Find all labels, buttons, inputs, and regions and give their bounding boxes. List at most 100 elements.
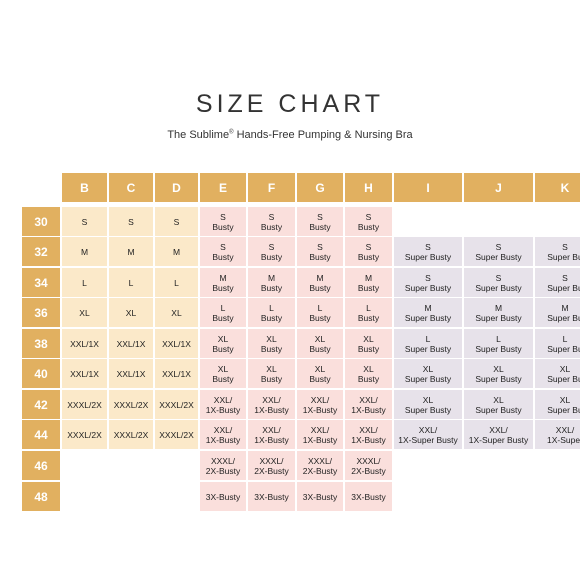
fit-label: Super Bu — [547, 312, 580, 323]
size-cell: XXXL/2X-Busty — [200, 451, 246, 480]
size-label: L — [317, 302, 323, 313]
size-cell: M Super Busty — [394, 298, 462, 327]
size-label: M — [80, 246, 89, 257]
size-label: L — [269, 302, 274, 313]
size-cell: XXL/1X — [109, 329, 153, 358]
size-cell: L Busty — [200, 298, 246, 327]
fit-label: Busty — [212, 282, 234, 293]
row-header-40: 40 — [22, 359, 60, 388]
fit-label: Busty — [260, 373, 283, 384]
size-cell: L Busty — [248, 298, 295, 327]
fit-label: Busty — [212, 251, 234, 262]
size-label: S — [562, 272, 568, 283]
fit-label: Busty — [212, 343, 234, 354]
size-cell: L Super Bu — [535, 329, 580, 358]
fit-label: Busty — [309, 312, 331, 323]
fit-label: 1X-Busty — [205, 434, 241, 445]
size-label: XXL/ — [310, 424, 330, 435]
fit-label: Busty — [260, 343, 283, 354]
size-label: M — [172, 246, 181, 257]
size-label: XL — [422, 363, 434, 374]
size-label: S — [365, 211, 372, 222]
size-label: XXL/ — [213, 394, 233, 405]
fit-label: 1X-Busty — [351, 434, 386, 445]
size-label: 3X-Busty — [205, 491, 241, 502]
size-cell: S Busty — [200, 207, 246, 236]
size-cell: S Super Busty — [394, 237, 462, 266]
size-cell: XXL/1X-Busty — [248, 420, 295, 449]
size-cell: XXL/1X — [109, 359, 153, 388]
size-label: XXXL/ — [307, 455, 333, 466]
size-cell: 3X-Busty — [345, 482, 392, 511]
size-cell: XXL/1X-Super Busty — [464, 420, 533, 449]
size-label: 3X-Busty — [351, 491, 386, 502]
fit-label: Super Busty — [475, 282, 522, 293]
fit-label: Busty — [357, 221, 380, 232]
column-header-e: E — [200, 173, 246, 202]
size-label: XXL/ — [213, 424, 233, 435]
size-cell: S Busty — [297, 207, 343, 236]
fit-label: Busty — [260, 251, 283, 262]
fit-label: Super Bu — [547, 404, 580, 415]
fit-label: Busty — [309, 343, 331, 354]
fit-label: Busty — [212, 221, 234, 232]
fit-label: 2X-Busty — [254, 465, 289, 476]
size-label: XXL/1X — [70, 338, 99, 349]
row-header-46: 46 — [22, 451, 60, 480]
size-label: XXL/ — [262, 394, 281, 405]
fit-label: 1X-Busty — [302, 404, 338, 415]
size-cell: L Busty — [297, 298, 343, 327]
size-label: XXXL/ — [210, 455, 236, 466]
size-label: XXL/ — [359, 424, 378, 435]
fit-label: 1X-Busty — [254, 404, 289, 415]
size-cell: S Super Bu — [535, 268, 580, 297]
size-label: S — [173, 216, 180, 227]
fit-label: Busty — [357, 373, 380, 384]
size-cell: XXL/1X-Super Busty — [394, 420, 462, 449]
size-cell: M Busty — [297, 268, 343, 297]
size-label: XXXL/2X — [113, 399, 149, 410]
fit-label: Busty — [357, 251, 380, 262]
fit-label: Busty — [357, 343, 380, 354]
size-label: XL — [266, 363, 277, 374]
size-cell: S Super Busty — [464, 237, 533, 266]
fit-label: Busty — [357, 282, 380, 293]
size-label: XXL/ — [489, 424, 508, 435]
fit-label: 1X-Busty — [351, 404, 386, 415]
size-cell: XL Super Busty — [394, 359, 462, 388]
column-header-c: C — [109, 173, 153, 202]
column-header-f: F — [248, 173, 295, 202]
size-cell: M Super Bu — [535, 298, 580, 327]
subtitle-brand: The Sublime — [167, 129, 230, 141]
size-cell: S — [109, 207, 153, 236]
size-label: XL — [363, 363, 374, 374]
row-header-42: 42 — [22, 390, 60, 419]
size-label: S — [81, 216, 88, 227]
size-cell: M — [62, 237, 107, 266]
size-cell: S Busty — [345, 237, 392, 266]
size-cell: S Busty — [297, 237, 343, 266]
size-cell: XL Super Busty — [464, 359, 533, 388]
size-label: L — [496, 333, 501, 344]
column-header-b: B — [62, 173, 107, 202]
fit-label: Busty — [260, 312, 283, 323]
fit-label: 1X-Busty — [254, 434, 289, 445]
size-label: S — [495, 272, 502, 283]
size-cell: XXXL/2X-Busty — [297, 451, 343, 480]
size-label: S — [268, 241, 275, 252]
fit-label: 1X-Super Busty — [468, 434, 529, 445]
size-label: XXL/ — [555, 424, 575, 435]
size-cell: XL Busty — [297, 329, 343, 358]
product-subtitle: The Sublime® Hands-Free Pumping & Nursin… — [0, 129, 580, 141]
size-label: S — [562, 241, 568, 252]
size-cell: XL — [109, 298, 153, 327]
size-cell: XXL/1X-Busty — [200, 390, 246, 419]
size-cell: M Super Busty — [464, 298, 533, 327]
fit-label: 1X-Busty — [302, 434, 338, 445]
size-label: XL — [559, 363, 571, 374]
size-cell: L — [109, 268, 153, 297]
fit-label: 1X-Busty — [205, 404, 241, 415]
size-label: M — [267, 272, 276, 283]
size-cell: M Busty — [248, 268, 295, 297]
